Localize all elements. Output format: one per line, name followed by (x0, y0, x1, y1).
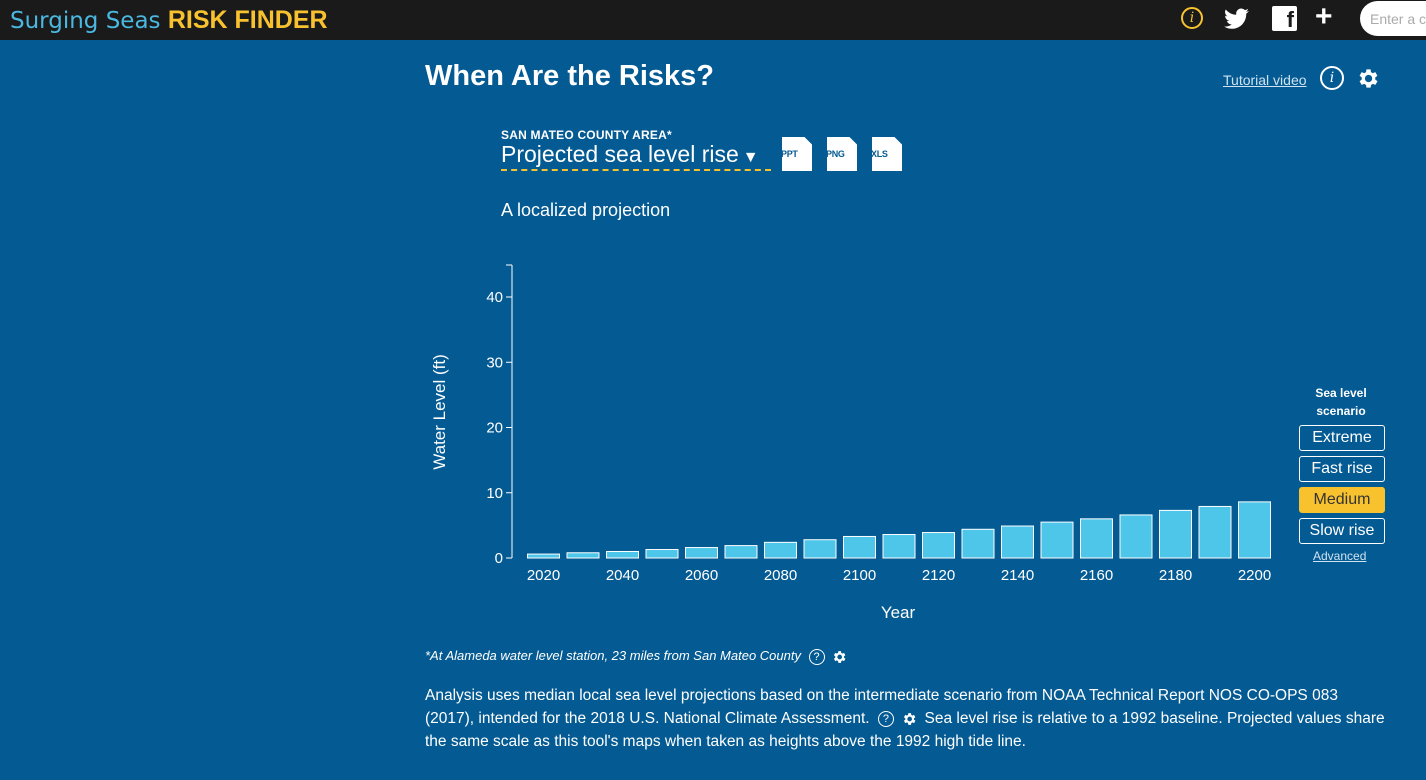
chart-bar (961, 528, 995, 559)
gear-icon[interactable] (901, 711, 917, 727)
x-tick-label: 2180 (1159, 567, 1192, 584)
search-input[interactable] (1360, 1, 1426, 36)
scenario-extreme-button[interactable]: Extreme (1299, 425, 1385, 451)
chart-bar (1159, 509, 1192, 559)
chart-bar (645, 549, 679, 559)
x-tick-label: 2020 (527, 567, 560, 584)
scenario-fast-rise-button[interactable]: Fast rise (1299, 456, 1385, 482)
chart-bar (1040, 521, 1074, 559)
chart-bar (922, 532, 955, 559)
x-tick-label: 2060 (685, 567, 718, 584)
scenario-title: Sea level scenario (1296, 384, 1386, 420)
plus-icon[interactable]: + (1315, 0, 1333, 33)
twitter-icon[interactable] (1223, 6, 1251, 32)
chart-bar (527, 553, 560, 559)
sea-level-chart: 0 10 20 30 40 2020 2040 2060 2080 2100 2120 2140 216… (430, 264, 1271, 622)
facebook-icon[interactable]: f (1272, 6, 1297, 32)
x-tick-label: 2200 (1238, 567, 1271, 584)
chart-bar (843, 535, 876, 559)
page-title: When Are the Risks? (425, 60, 714, 92)
chart-bar (1198, 505, 1232, 559)
gear-icon[interactable] (831, 649, 847, 665)
metric-dropdown[interactable]: Projected sea level rise ▼ (501, 141, 771, 171)
advanced-link[interactable]: Advanced (1313, 549, 1367, 563)
download-ppt-label: PPT (781, 149, 798, 159)
chart-bar (566, 552, 600, 559)
help-icon[interactable]: ? (808, 648, 825, 665)
scenario-slow-rise-button[interactable]: Slow rise (1299, 518, 1385, 544)
top-bar: Surging Seas RISK FINDER i f + (0, 0, 1426, 40)
caret-down-icon: ▼ (742, 149, 759, 166)
station-footnote-text: *At Alameda water level station, 23 mile… (425, 648, 801, 663)
chart-bar (1119, 514, 1153, 559)
help-icon[interactable]: ? (877, 710, 894, 727)
tutorial-video-link[interactable]: Tutorial video (1223, 72, 1307, 88)
x-tick-label: 2080 (764, 567, 797, 584)
scenario-title-line2: scenario (1316, 404, 1366, 418)
download-png-label: PNG (826, 149, 845, 159)
chart-bar (606, 550, 639, 559)
download-xls-label: XLS (871, 149, 888, 159)
analysis-part1: Analysis uses median local sea level pro… (425, 687, 1338, 727)
chart-bar (1080, 518, 1113, 559)
station-footnote: *At Alameda water level station, 23 mile… (425, 648, 850, 665)
info-icon[interactable]: i (1181, 7, 1203, 29)
x-tick-label: 2160 (1080, 567, 1113, 584)
chart-bar (724, 545, 758, 559)
x-tick-label: 2120 (922, 567, 955, 584)
brand-name-part2: RISK FINDER (167, 6, 328, 34)
area-label: SAN MATEO COUNTY AREA* (501, 128, 672, 142)
y-tick-label: 20 (486, 420, 503, 437)
chart-bar (764, 541, 797, 559)
brand-name-part1: Surging Seas (10, 8, 161, 34)
chart-bar (1001, 525, 1034, 559)
chart-bar (1238, 501, 1271, 559)
x-axis-title: Year (881, 603, 916, 622)
chart-bar (882, 534, 916, 559)
chart-bar (803, 539, 837, 559)
analysis-part2: Sea level rise is relative to a 1992 bas… (425, 710, 1385, 750)
brand-logo[interactable]: Surging Seas RISK FINDER (10, 6, 328, 35)
y-tick-label: 40 (486, 289, 503, 306)
info-icon[interactable]: i (1320, 66, 1344, 90)
gear-icon[interactable] (1355, 66, 1380, 91)
download-xls-button[interactable]: XLS (870, 137, 905, 171)
chart-bar (685, 547, 718, 559)
y-tick-label: 30 (486, 354, 503, 371)
chart-subtitle: A localized projection (501, 200, 671, 220)
y-tick-label: 10 (486, 485, 503, 502)
y-tick-label: 0 (495, 550, 503, 567)
metric-dropdown-label: Projected sea level rise (501, 141, 739, 167)
scenario-medium-button[interactable]: Medium (1299, 487, 1385, 513)
x-tick-label: 2040 (606, 567, 639, 584)
download-ppt-button[interactable]: PPT (780, 137, 815, 171)
x-tick-label: 2140 (1001, 567, 1034, 584)
y-axis-title: Water Level (ft) (430, 354, 449, 470)
download-png-button[interactable]: PNG (825, 137, 860, 171)
x-tick-label: 2100 (843, 567, 876, 584)
analysis-text: Analysis uses median local sea level pro… (425, 684, 1385, 753)
scenario-title-line1: Sea level (1315, 386, 1367, 400)
